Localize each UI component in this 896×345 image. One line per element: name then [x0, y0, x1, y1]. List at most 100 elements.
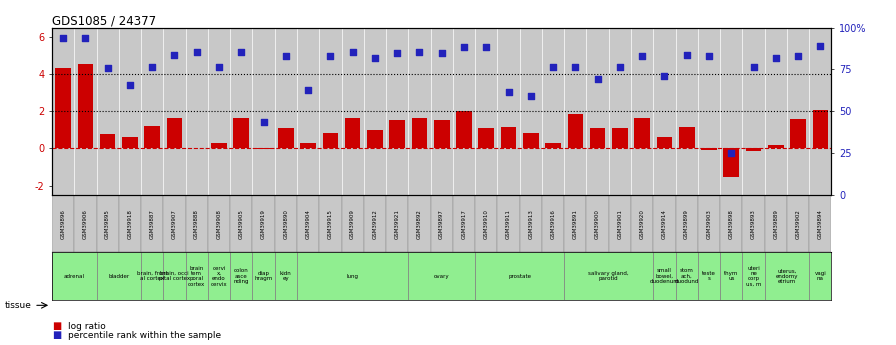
Point: [323, 53, 338, 59]
FancyBboxPatch shape: [97, 195, 119, 252]
Text: GSM39913: GSM39913: [529, 209, 533, 239]
Point: [367, 55, 382, 60]
Bar: [676, 28, 698, 195]
FancyBboxPatch shape: [208, 195, 230, 252]
Bar: [743, 28, 764, 195]
Text: small
bowel,
duodenum: small bowel, duodenum: [650, 268, 679, 284]
Bar: [255, 148, 271, 149]
Point: [769, 55, 783, 60]
FancyBboxPatch shape: [542, 195, 564, 252]
FancyBboxPatch shape: [475, 252, 564, 300]
Text: ■: ■: [52, 321, 61, 331]
Text: GSM39905: GSM39905: [238, 209, 244, 239]
Text: GSM39906: GSM39906: [82, 209, 88, 239]
FancyBboxPatch shape: [208, 252, 230, 300]
Bar: [520, 28, 542, 195]
Text: GSM39904: GSM39904: [306, 209, 311, 239]
FancyBboxPatch shape: [564, 195, 587, 252]
FancyBboxPatch shape: [608, 195, 631, 252]
Bar: [608, 28, 631, 195]
Bar: [546, 143, 561, 148]
Text: GSM39891: GSM39891: [573, 209, 578, 239]
Bar: [590, 128, 606, 148]
Text: uterus,
endomy
etrium: uterus, endomy etrium: [776, 268, 798, 284]
Bar: [564, 28, 587, 195]
FancyBboxPatch shape: [809, 252, 831, 300]
Bar: [434, 120, 450, 148]
Bar: [234, 118, 249, 148]
Bar: [723, 148, 739, 177]
Text: GSM39895: GSM39895: [105, 209, 110, 239]
FancyBboxPatch shape: [452, 195, 475, 252]
Text: kidn
ey: kidn ey: [280, 271, 292, 282]
Text: colon
asce
nding: colon asce nding: [234, 268, 249, 284]
Text: GSM39893: GSM39893: [751, 209, 756, 239]
Text: GSM39889: GSM39889: [773, 209, 779, 239]
FancyBboxPatch shape: [119, 195, 141, 252]
Bar: [523, 133, 538, 148]
FancyBboxPatch shape: [52, 252, 97, 300]
Text: GSM39901: GSM39901: [617, 209, 623, 239]
Text: GSM39914: GSM39914: [662, 209, 667, 239]
FancyBboxPatch shape: [409, 195, 431, 252]
Text: brain, occi
pital cortex: brain, occi pital cortex: [159, 271, 190, 282]
Point: [635, 53, 650, 59]
Bar: [386, 28, 409, 195]
FancyBboxPatch shape: [275, 195, 297, 252]
FancyBboxPatch shape: [141, 195, 163, 252]
Bar: [631, 28, 653, 195]
Text: stom
ach,
duodund: stom ach, duodund: [675, 268, 699, 284]
Bar: [275, 28, 297, 195]
FancyBboxPatch shape: [676, 195, 698, 252]
FancyBboxPatch shape: [698, 195, 720, 252]
Bar: [211, 143, 227, 148]
FancyBboxPatch shape: [163, 252, 185, 300]
Text: tissue: tissue: [4, 301, 31, 310]
Point: [590, 76, 605, 81]
Bar: [345, 118, 360, 148]
Bar: [653, 28, 676, 195]
FancyBboxPatch shape: [141, 252, 163, 300]
Text: GSM39894: GSM39894: [818, 209, 823, 239]
Point: [791, 53, 806, 59]
Point: [234, 49, 248, 55]
Bar: [431, 28, 452, 195]
Bar: [319, 28, 341, 195]
Point: [123, 82, 137, 87]
FancyBboxPatch shape: [743, 252, 764, 300]
Text: GSM39897: GSM39897: [439, 209, 444, 239]
Bar: [390, 120, 405, 148]
Point: [679, 52, 694, 58]
FancyBboxPatch shape: [364, 195, 386, 252]
Text: uteri
ne
corp
us, m: uteri ne corp us, m: [745, 266, 762, 287]
Point: [613, 64, 627, 69]
Text: brain
tem
poral
cortex: brain tem poral cortex: [188, 266, 205, 287]
Point: [78, 36, 92, 41]
Text: thym
us: thym us: [724, 271, 738, 282]
Bar: [367, 130, 383, 148]
Bar: [475, 28, 497, 195]
FancyBboxPatch shape: [720, 252, 743, 300]
Point: [279, 53, 293, 59]
Bar: [52, 28, 74, 195]
Text: ■: ■: [52, 331, 61, 340]
Point: [412, 49, 426, 55]
FancyBboxPatch shape: [275, 252, 297, 300]
Bar: [612, 128, 628, 148]
Text: GSM39892: GSM39892: [417, 209, 422, 239]
Bar: [230, 28, 253, 195]
Point: [435, 50, 449, 56]
Bar: [497, 28, 520, 195]
Bar: [341, 28, 364, 195]
FancyBboxPatch shape: [497, 195, 520, 252]
Bar: [813, 110, 828, 148]
Text: GSM39911: GSM39911: [506, 209, 511, 239]
Text: prostate: prostate: [508, 274, 531, 279]
Bar: [501, 127, 516, 148]
Bar: [185, 28, 208, 195]
Bar: [78, 64, 93, 148]
Text: GSM39898: GSM39898: [728, 209, 734, 239]
Text: adrenal: adrenal: [64, 274, 85, 279]
Bar: [122, 137, 138, 148]
Text: GSM39903: GSM39903: [706, 209, 711, 239]
